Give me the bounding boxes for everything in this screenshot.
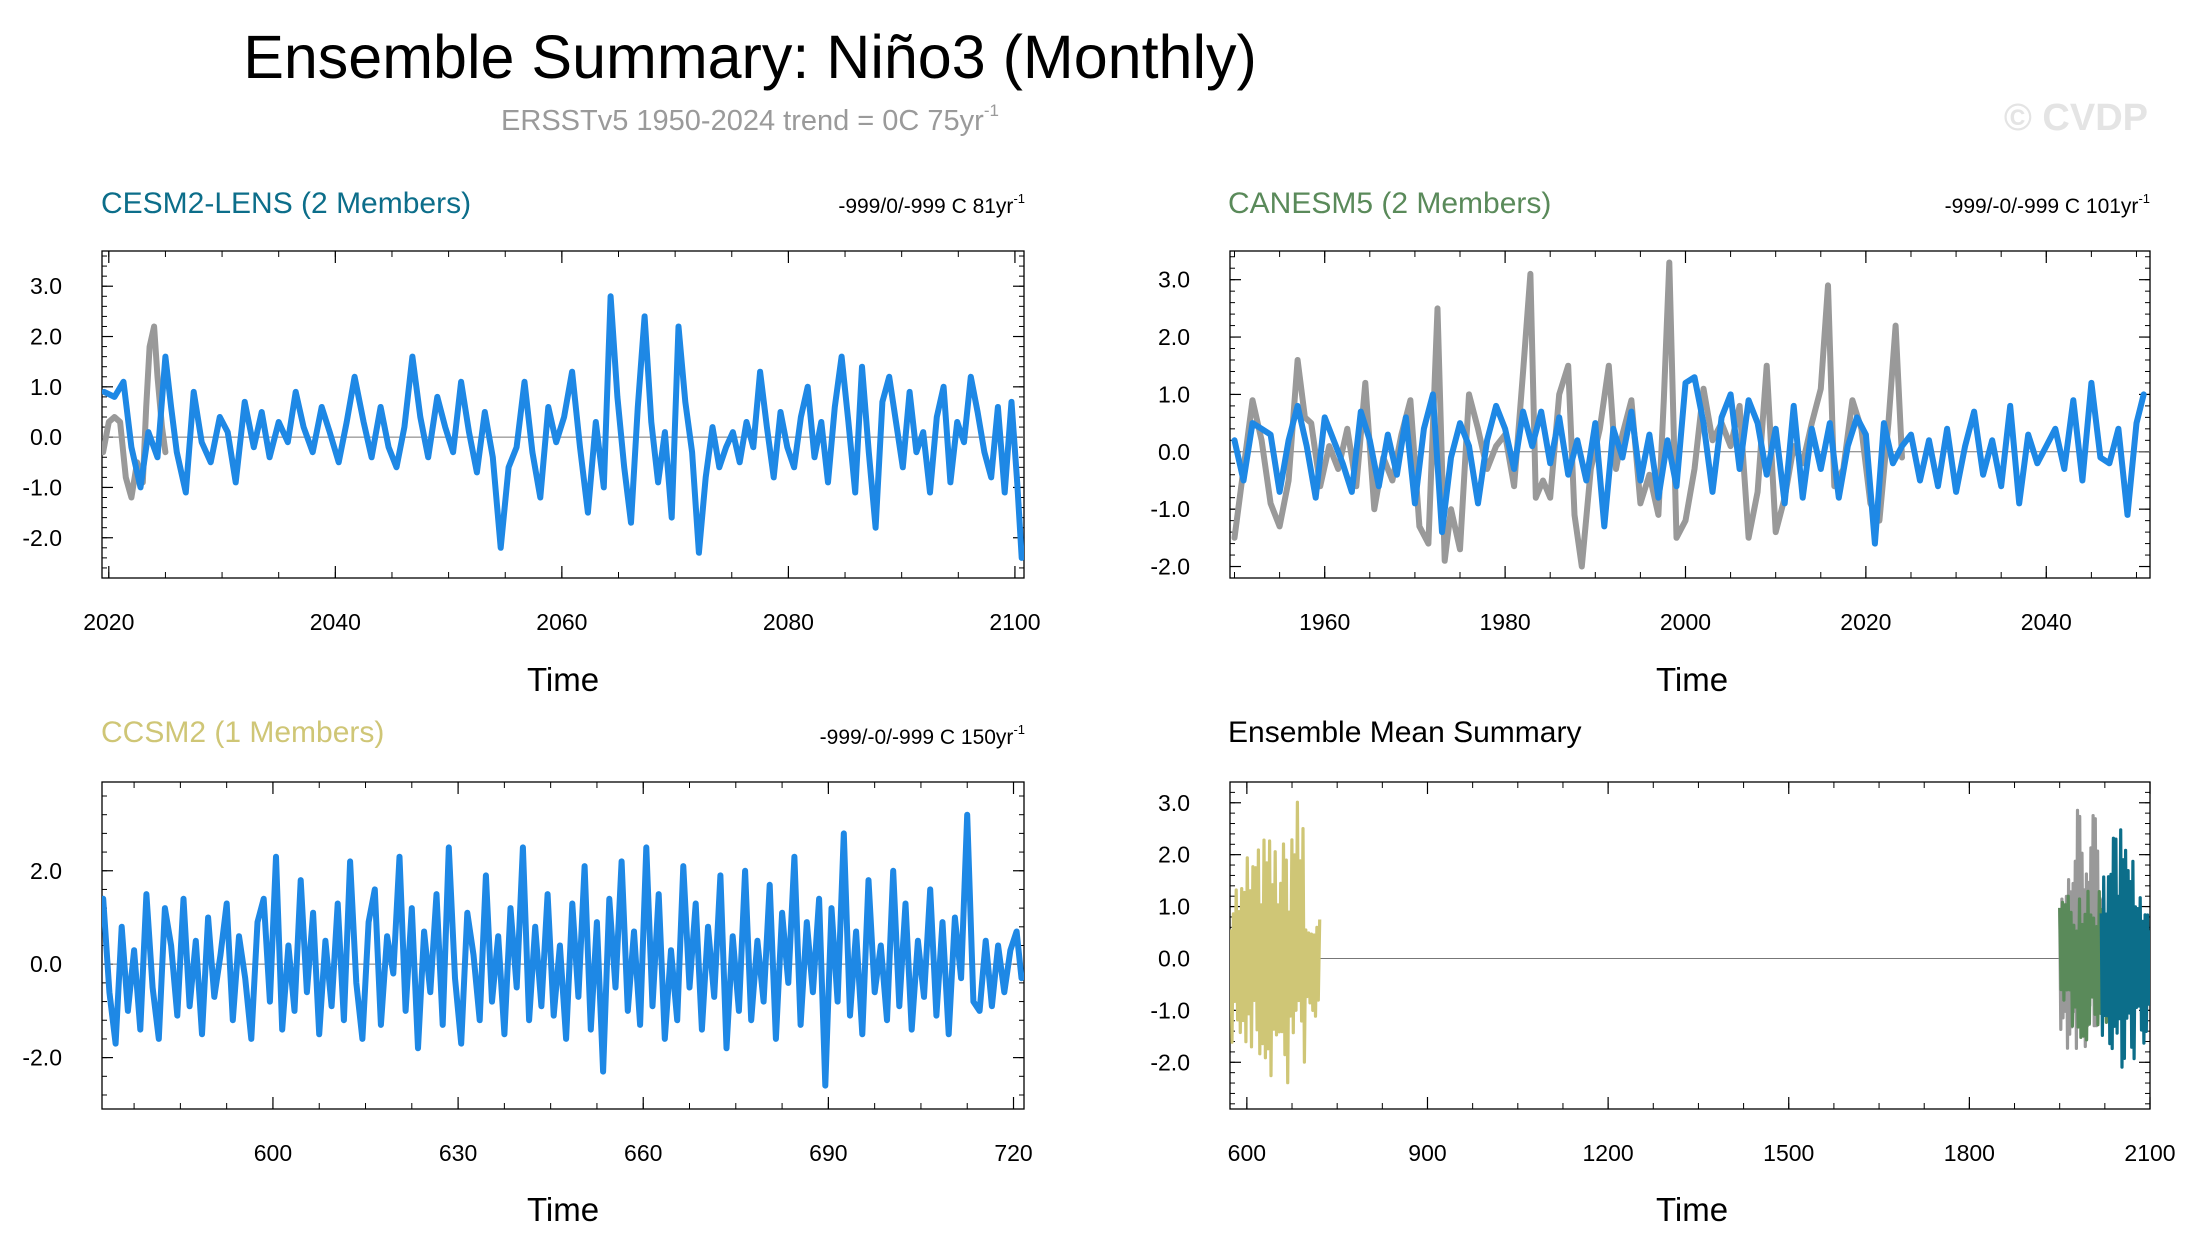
y-tick-label: 3.0: [1158, 790, 1190, 816]
panel-ensemble-mean: -2.0 -1.0 0.0 1.0 2.0 3.0 600 900 1200 1500 1800 21…: [1150, 781, 2176, 1166]
x-tick-label: 2000: [1660, 609, 1711, 635]
y-tick-label: -2.0: [1150, 1049, 1190, 1075]
figure-subtitle: ERSSTv5 1950-2024 trend = 0C 75yr-1: [501, 101, 999, 137]
xaxis-title-ensemble-mean: Time: [1656, 1191, 1728, 1228]
xaxis-title-cesm2-lens: Time: [527, 661, 599, 698]
x-tick-label: 1980: [1480, 609, 1531, 635]
y-tick-label: 1.0: [30, 374, 62, 400]
x-tick-label: 690: [809, 1140, 847, 1166]
y-tick-label: -2.0: [22, 1045, 62, 1071]
x-tick-label: 2040: [2021, 609, 2072, 635]
y-tick-label: 3.0: [30, 273, 62, 299]
x-tick-label: 1800: [1944, 1140, 1995, 1166]
y-tick-label: 1.0: [1158, 381, 1190, 407]
x-tick-label: 900: [1408, 1140, 1446, 1166]
x-tick-label: 720: [994, 1140, 1032, 1166]
y-tick-label: -2.0: [1150, 554, 1190, 580]
panel-cesm2-lens: -2.0 -1.0 0.0 1.0 2.0 3.0 2020 2040 2060 2080 2100: [22, 250, 1041, 635]
series-line-member: [102, 811, 1024, 1089]
x-tick-label: 2100: [989, 609, 1040, 635]
series-band-ccsm2: [1230, 800, 1322, 1085]
x-tick-label: 1200: [1583, 1140, 1634, 1166]
panel-title-ccsm2: CCSM2 (1 Members): [101, 716, 384, 749]
y-tick-label: 2.0: [30, 858, 62, 884]
series-line-member: [102, 293, 1024, 561]
y-tick-label: 0.0: [1158, 439, 1190, 465]
y-tick-label: -1.0: [1150, 997, 1190, 1023]
y-tick-label: 0.0: [1158, 945, 1190, 971]
watermark: © CVDP: [2004, 97, 2148, 139]
x-tick-label: 630: [439, 1140, 477, 1166]
plot-data-area: [1230, 259, 2150, 570]
x-tick-label: 2020: [1840, 609, 1891, 635]
panel-stat-canesm5: -999/-0/-999 C 101yr-1: [1945, 191, 2150, 218]
panel-title-ensemble-mean: Ensemble Mean Summary: [1228, 716, 1581, 749]
x-tick-label: 1960: [1299, 609, 1350, 635]
x-tick-label: 600: [254, 1140, 292, 1166]
y-tick-label: 2.0: [30, 324, 62, 350]
x-tick-label: 2040: [310, 609, 361, 635]
x-tick-label: 1500: [1763, 1140, 1814, 1166]
y-tick-label: 0.0: [30, 424, 62, 450]
y-tick-label: -2.0: [22, 525, 62, 551]
panel-canesm5: -2.0 -1.0 0.0 1.0 2.0 3.0 1960 1980 2000 2020 2040: [1150, 250, 2151, 635]
y-tick-label: -1.0: [22, 474, 62, 500]
xaxis-title-ccsm2: Time: [527, 1191, 599, 1228]
plot-data-area: [1230, 800, 2150, 1085]
y-tick-label: 1.0: [1158, 894, 1190, 920]
x-tick-label: 600: [1228, 1140, 1266, 1166]
panel-ccsm2: -2.0 0.0 2.0 600 630 660 690 720: [22, 781, 1033, 1166]
panel-stat-cesm2-lens: -999/0/-999 C 81yr-1: [838, 191, 1025, 218]
y-tick-label: 2.0: [1158, 842, 1190, 868]
plot-frame: [1229, 250, 2151, 579]
figure-title: Ensemble Summary: Niño3 (Monthly): [243, 23, 1257, 91]
y-tick-label: 2.0: [1158, 324, 1190, 350]
plot-frame: [1229, 781, 2151, 1110]
x-tick-label: 2020: [83, 609, 134, 635]
panel-stat-ccsm2: -999/-0/-999 C 150yr-1: [820, 722, 1025, 749]
panel-title-canesm5: CANESM5 (2 Members): [1228, 187, 1551, 220]
x-tick-label: 2060: [536, 609, 587, 635]
y-tick-label: -1.0: [1150, 496, 1190, 522]
x-tick-label: 660: [624, 1140, 662, 1166]
panel-title-cesm2-lens: CESM2-LENS (2 Members): [101, 187, 471, 220]
plot-data-area: [102, 293, 1024, 561]
series-band-cesm2: [2099, 828, 2150, 1069]
y-tick-label: 0.0: [30, 951, 62, 977]
x-tick-label: 2080: [763, 609, 814, 635]
xaxis-title-canesm5: Time: [1656, 661, 1728, 698]
y-tick-label: 3.0: [1158, 267, 1190, 293]
x-tick-label: 2100: [2124, 1140, 2175, 1166]
plot-data-area: [102, 811, 1024, 1089]
series-line-member: [1231, 374, 2147, 547]
